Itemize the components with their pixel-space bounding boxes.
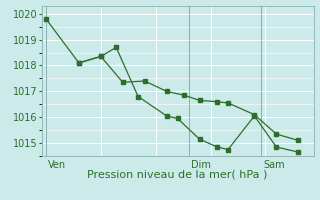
X-axis label: Pression niveau de la mer( hPa ): Pression niveau de la mer( hPa ) — [87, 170, 268, 180]
Text: Dim: Dim — [191, 160, 211, 170]
Text: Ven: Ven — [48, 160, 66, 170]
Text: Sam: Sam — [263, 160, 285, 170]
